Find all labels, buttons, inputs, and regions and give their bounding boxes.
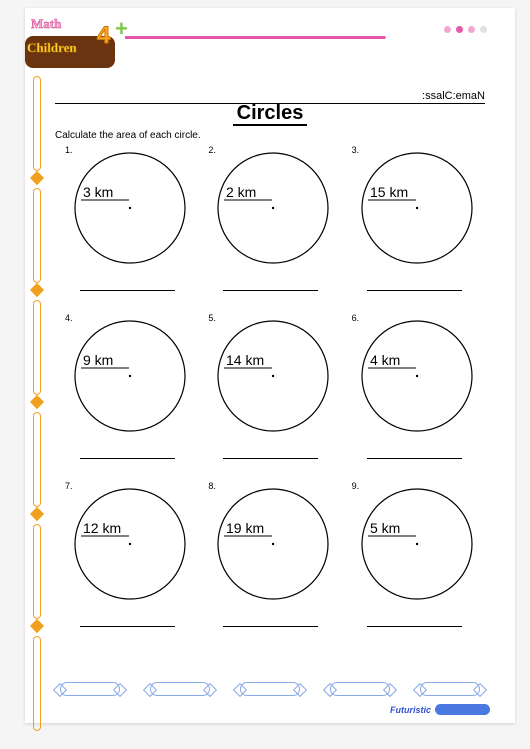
circle-diagram: 4 km [360,319,474,438]
problem-cell: 3. 15 km [352,143,475,311]
problem-cell: 7. 12 km [65,479,188,647]
ornament-item [150,682,210,696]
left-diamond-icon [30,507,44,521]
left-segment [33,300,41,395]
radius-label: 19 km [226,520,264,536]
answer-line [223,626,318,627]
problem-cell: 6. 4 km [352,311,475,479]
radius-label: 14 km [226,352,264,368]
circle-diagram: 15 km [360,151,474,270]
footer-text: Futuristic [390,705,431,715]
logo: Math Children 4 + [25,14,120,69]
left-ornament-border [30,76,44,688]
left-segment [33,412,41,507]
answer-line [223,458,318,459]
radius-label: 12 km [83,520,121,536]
circle-diagram: 12 km [73,487,187,606]
answer-line [367,626,462,627]
left-diamond-icon [30,283,44,297]
problem-number: 8. [208,481,216,491]
problem-number: 9. [352,481,360,491]
answer-line [80,290,175,291]
top-dot [468,26,475,33]
bottom-ornament [60,680,480,698]
logo-text-children: Children [27,40,77,56]
top-dot [456,26,463,33]
ornament-item [330,682,390,696]
circle-diagram: 5 km [360,487,474,606]
problem-cell: 4. 9 km [65,311,188,479]
circle-diagram: 3 km [73,151,187,270]
radius-label: 15 km [370,184,408,200]
problem-grid: 1. 3 km 2. 2 km 3. 15 km 4. 9 km 5. 14 km 6. 4 km 7.… [65,143,475,647]
name-class-label: :ssalC:emaN [422,90,485,102]
left-diamond-icon [30,171,44,185]
top-dot [444,26,451,33]
circle-diagram: 19 km [216,487,330,606]
problem-cell: 5. 14 km [208,311,331,479]
radius-label: 5 km [370,520,400,536]
logo-number: 4 [97,22,110,50]
problem-cell: 9. 5 km [352,479,475,647]
ornament-item [60,682,120,696]
circle-diagram: 2 km [216,151,330,270]
answer-line [80,458,175,459]
radius-label: 4 km [370,352,400,368]
circle-diagram: 14 km [216,319,330,438]
answer-line [223,290,318,291]
left-segment [33,636,41,731]
footer-bar [435,704,490,715]
problem-number: 7. [65,481,73,491]
problem-number: 5. [208,313,216,323]
top-stripe [125,36,497,39]
left-segment [33,188,41,283]
footer: Futuristic [390,704,490,715]
problem-cell: 1. 3 km [65,143,188,311]
worksheet-title: Circles [25,102,515,125]
problem-cell: 2. 2 km [208,143,331,311]
left-segment [33,524,41,619]
problem-number: 1. [65,145,73,155]
worksheet-page: Math Children 4 + :ssalC:emaN Circles Ca… [25,8,515,723]
problem-cell: 8. 19 km [208,479,331,647]
answer-line [80,626,175,627]
problem-number: 2. [208,145,216,155]
answer-line [367,290,462,291]
problem-number: 4. [65,313,73,323]
radius-label: 2 km [226,184,256,200]
problem-number: 3. [352,145,360,155]
title-text: Circles [233,102,308,126]
answer-line [367,458,462,459]
problem-number: 6. [352,313,360,323]
radius-label: 9 km [83,352,113,368]
circle-diagram: 9 km [73,319,187,438]
ornament-item [240,682,300,696]
radius-label: 3 km [83,184,113,200]
instruction-text: Calculate the area of each circle. [55,130,201,141]
top-dots [444,26,487,33]
left-diamond-icon [30,619,44,633]
top-dot [480,26,487,33]
logo-plus-icon: + [115,16,133,34]
logo-text-math: Math [31,16,61,32]
ornament-item [420,682,480,696]
left-diamond-icon [30,395,44,409]
